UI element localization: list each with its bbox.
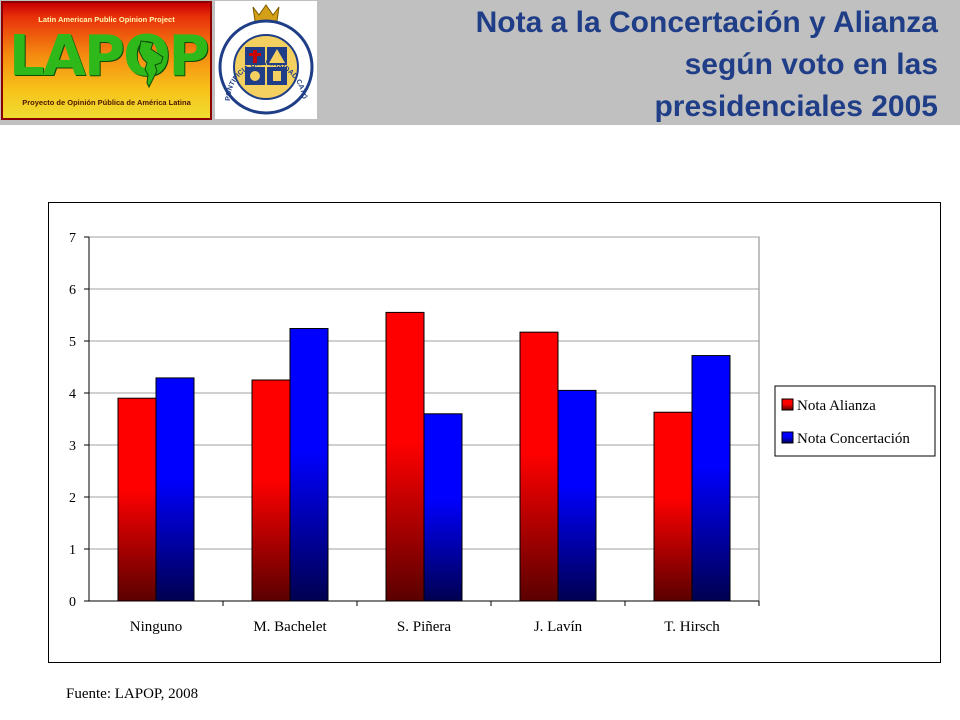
y-tick-label: 1 [69,543,76,558]
title-line-3: presidenciales 2005 [654,90,938,123]
bar-concertacion [557,389,597,602]
legend-label: Nota Concertación [797,431,910,447]
x-tick-label: M. Bachelet [253,619,327,635]
university-seal-logo: PONTIFICIA UNIVERSIDAD CATÓLICA DE CHILE [212,0,317,119]
source-note: Fuente: LAPOP, 2008 [66,686,199,702]
title-line-2: según voto en las [684,48,938,81]
bar-alianza [385,311,425,602]
y-tick-label: 3 [69,439,76,454]
bar-concertacion [155,377,195,602]
x-tick-label: S. Piñera [397,619,452,635]
y-tick-label: 5 [69,335,76,350]
legend-box [774,385,936,457]
lapop-logo-tagline: Latin American Public Opinion Project [38,15,175,24]
x-tick-label: J. Lavín [534,619,583,635]
title-line-1: Nota a la Concertación y Alianza [475,6,938,39]
legend-swatch [781,431,794,444]
lapop-logo: Latin American Public Opinion Project LA… [1,1,212,120]
bar-alianza [653,411,693,602]
page-title: Nota a la Concertación y Alianza según v… [338,2,938,128]
chart-container: 0 1 2 3 4 5 6 7 Ninguno M. Bachelet S. Piñera J. La… [48,202,941,663]
x-tick-label: T. Hirsch [664,619,720,635]
legend-label: Nota Alianza [797,398,876,414]
y-tick-label: 2 [69,491,76,506]
bar-alianza [251,379,291,602]
y-tick-label: 4 [69,387,76,402]
chart-legend: Nota Alianza Nota Concertación [774,385,936,457]
y-tick-label: 0 [69,595,76,610]
lapop-logo-wordmark: LAPOP [9,24,210,89]
bar-concertacion [423,413,463,602]
x-tick-label: Ninguno [130,619,183,635]
bar-alianza [519,331,559,602]
y-tick-label: 6 [69,283,76,298]
americas-map-icon [138,40,164,89]
bar-alianza [117,397,157,602]
bar-chart: 0 1 2 3 4 5 6 7 Ninguno M. Bachelet S. Piñera J. La… [69,231,936,635]
y-tick-label: 7 [69,231,76,246]
bar-concertacion [691,355,731,602]
legend-swatch [781,398,794,411]
bar-concertacion [289,328,329,602]
lapop-logo-subtitle: Proyecto de Opinión Pública de América L… [22,98,191,107]
